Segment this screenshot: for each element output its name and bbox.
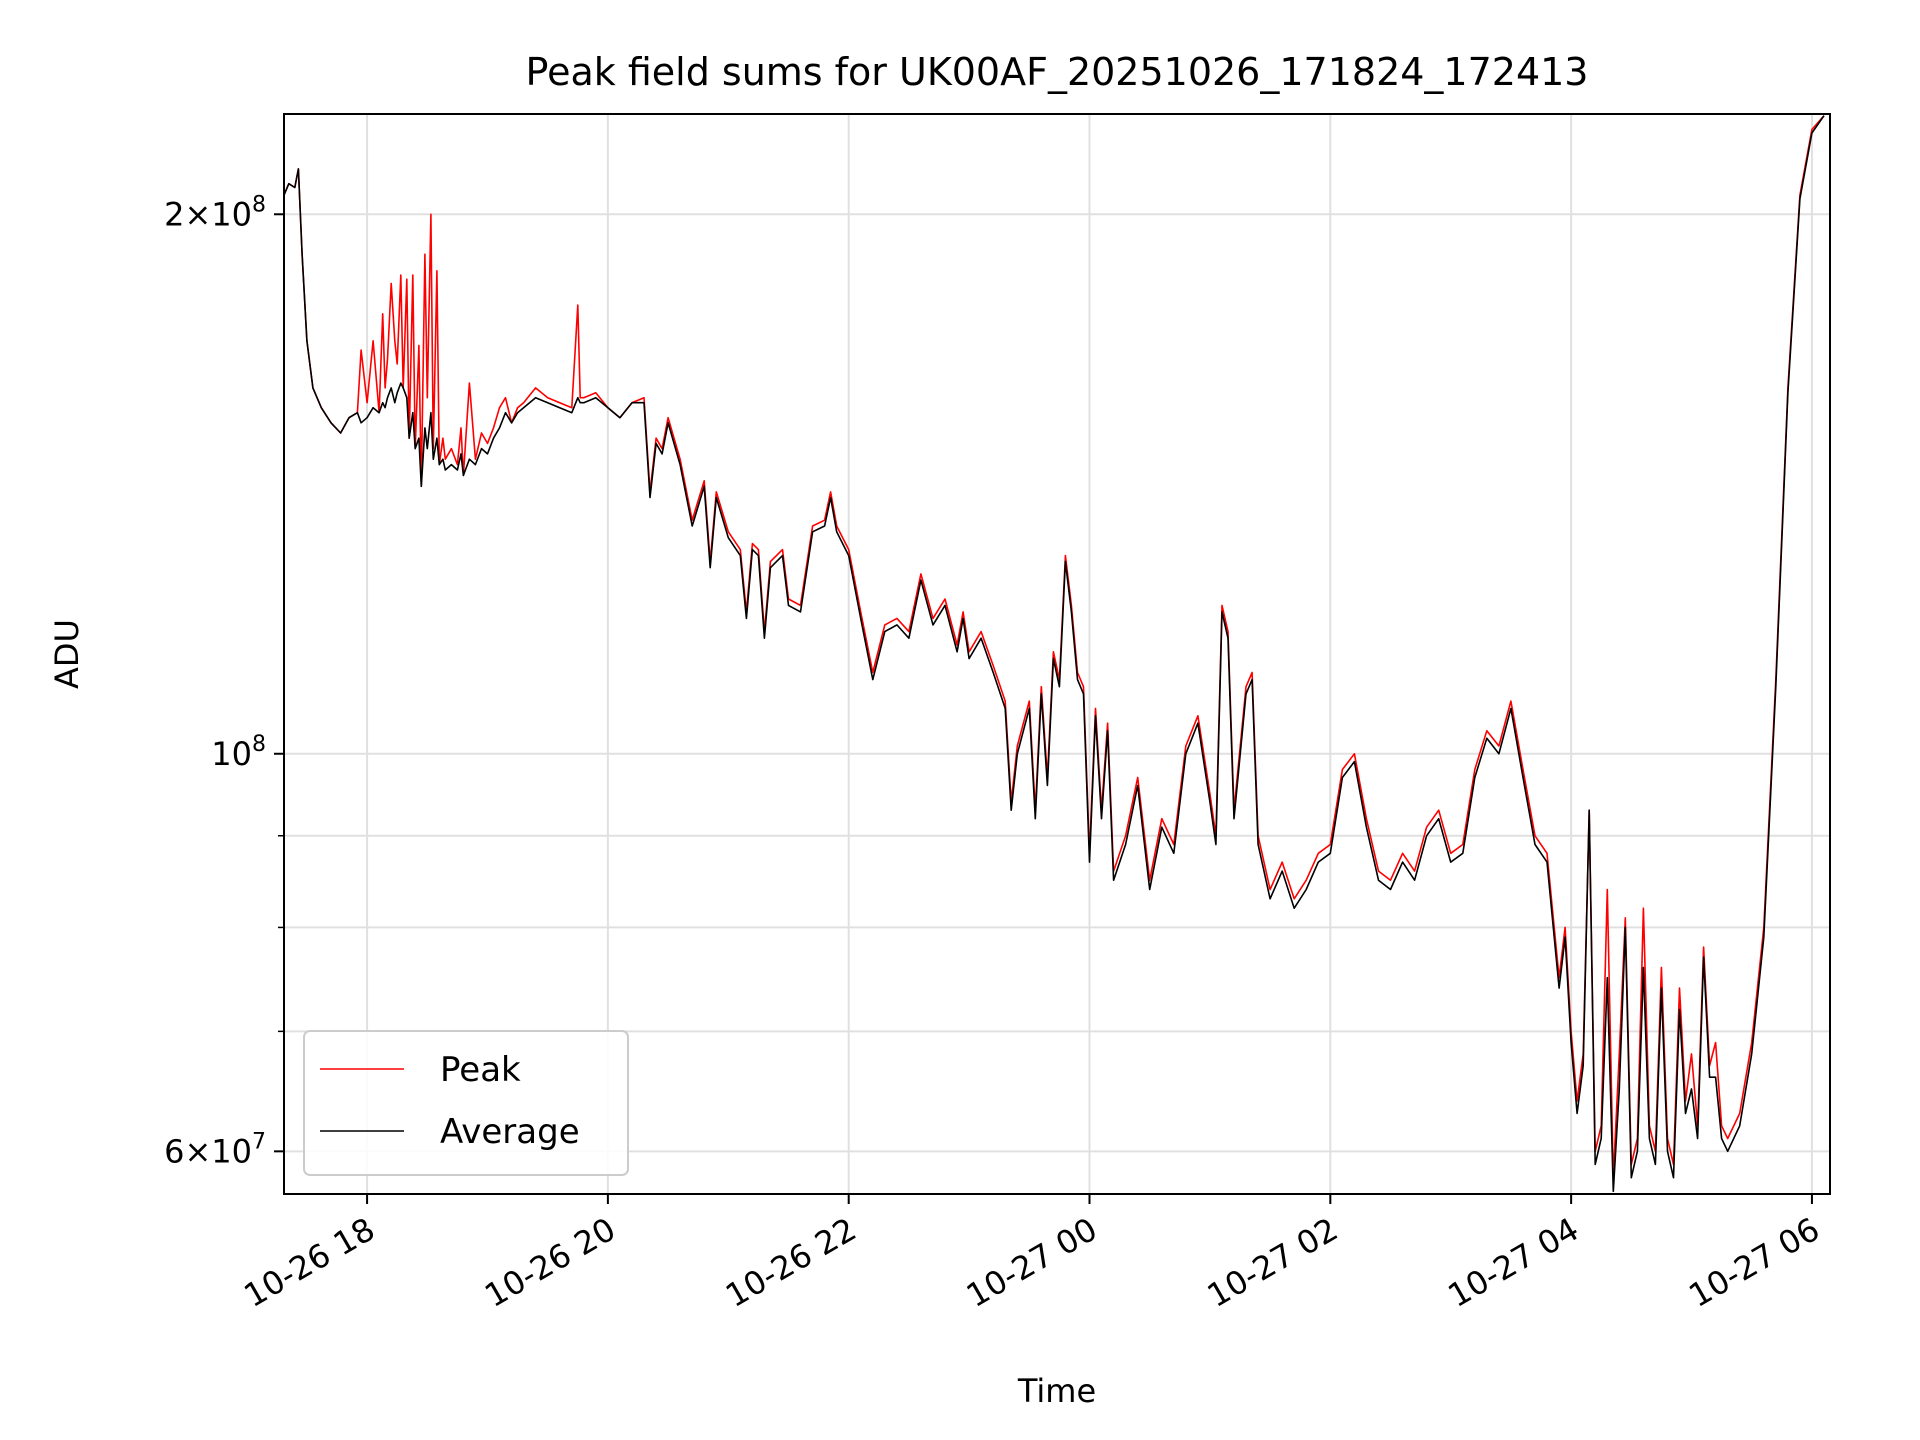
y-tick-label: 108 <box>211 732 266 773</box>
legend-label-peak: Peak <box>440 1050 521 1090</box>
plot-frame <box>283 113 1831 1195</box>
y-axis-label: ADU <box>48 619 86 689</box>
x-tick-label: 10-26 18 <box>237 1210 381 1315</box>
y-tick-label: 2×108 <box>164 192 266 233</box>
legend: Peak Average <box>303 1030 629 1176</box>
x-tick-label: 10-27 06 <box>1682 1210 1826 1315</box>
legend-label-average: Average <box>440 1112 580 1152</box>
x-tick-label: 10-27 00 <box>960 1210 1104 1315</box>
x-tick-label: 10-26 22 <box>719 1210 863 1315</box>
y-axis: 6×107 108 2×108 <box>164 192 284 1170</box>
series-line-average <box>283 115 1825 1193</box>
x-axis-label: Time <box>1017 1372 1096 1410</box>
x-tick-label: 10-26 20 <box>478 1210 622 1315</box>
series-lines <box>283 115 1825 1193</box>
x-tick-label: 10-27 02 <box>1201 1210 1345 1315</box>
chart-title: Peak field sums for UK00AF_20251026_1718… <box>526 50 1589 94</box>
y-tick-label: 6×107 <box>164 1129 266 1170</box>
legend-box <box>303 1030 629 1176</box>
x-tick-label: 10-27 04 <box>1442 1210 1586 1315</box>
series-line-peak <box>283 115 1825 1179</box>
x-axis: 10-26 18 10-26 20 10-26 22 10-27 00 10-27 02… <box>237 1194 1826 1315</box>
